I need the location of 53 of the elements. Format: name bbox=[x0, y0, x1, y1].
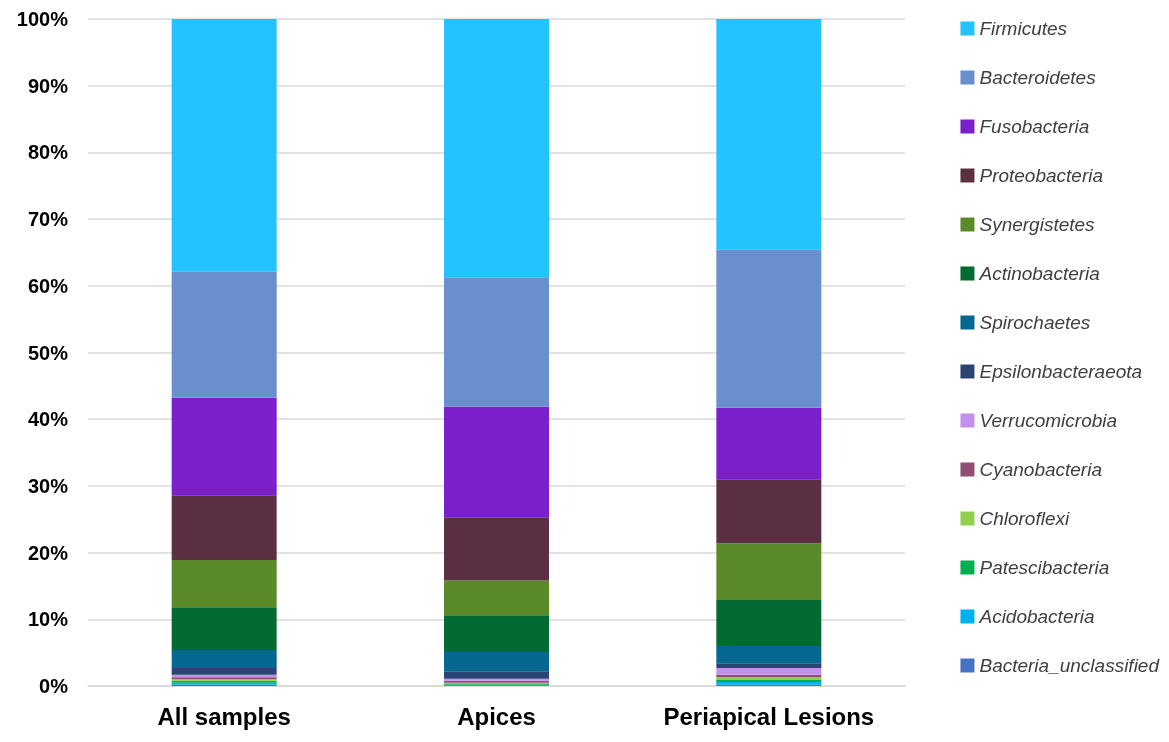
y-tick-label: 40% bbox=[27, 408, 69, 431]
legend-label: Verrucomicrobia bbox=[979, 410, 1118, 431]
bar bbox=[171, 649, 277, 668]
bar bbox=[171, 19, 277, 272]
bar bbox=[171, 559, 277, 608]
bar bbox=[716, 479, 822, 544]
y-tick-label: 90% bbox=[27, 74, 69, 97]
bar bbox=[444, 517, 549, 581]
y-tick-label: 20% bbox=[27, 541, 69, 564]
bar bbox=[716, 407, 822, 480]
y-tick-label: 100% bbox=[16, 8, 69, 30]
y-tick-label: 80% bbox=[27, 141, 69, 164]
bar bbox=[716, 663, 822, 668]
x-tick-label: Periapical Lesions bbox=[663, 702, 875, 730]
bar bbox=[171, 607, 277, 650]
y-tick-label: 60% bbox=[27, 274, 69, 297]
legend-label: Actinobacteria bbox=[978, 263, 1100, 284]
bar bbox=[444, 406, 549, 518]
y-tick-label: 0% bbox=[39, 675, 69, 697]
legend-label: Chloroflexi bbox=[979, 508, 1070, 529]
x-tick-label: Apices bbox=[457, 702, 536, 730]
y-tick-label: 70% bbox=[27, 208, 69, 231]
bar bbox=[444, 580, 549, 616]
bar bbox=[716, 667, 822, 675]
legend-label: Acidobacteria bbox=[978, 606, 1095, 627]
bar bbox=[444, 277, 549, 407]
bar bbox=[716, 599, 822, 646]
legend-label: Cyanobacteria bbox=[979, 459, 1102, 480]
y-tick-label: 10% bbox=[27, 608, 69, 631]
legend-label: Proteobacteria bbox=[979, 165, 1104, 186]
x-tick-label: All samples bbox=[157, 702, 291, 730]
bar bbox=[716, 19, 822, 250]
bar bbox=[444, 651, 549, 672]
legend-label: Synergistetes bbox=[979, 214, 1096, 235]
legend-label: Bacteroidetes bbox=[979, 67, 1097, 88]
bar bbox=[444, 671, 549, 679]
legend-label: Spirochaetes bbox=[979, 312, 1091, 333]
bar bbox=[716, 543, 822, 600]
y-tick-label: 30% bbox=[27, 474, 69, 497]
legend-label: Fusobacteria bbox=[979, 116, 1090, 137]
bar bbox=[444, 19, 549, 278]
legend-label: Patescibacteria bbox=[979, 557, 1110, 578]
bar bbox=[171, 495, 277, 560]
legend-label: Epsilonbacteraeota bbox=[979, 361, 1143, 382]
legend-label: Bacteria_unclassified bbox=[979, 655, 1161, 676]
legend-label: Firmicutes bbox=[979, 18, 1068, 39]
bar bbox=[171, 667, 277, 675]
bar bbox=[444, 615, 549, 652]
y-tick-label: 50% bbox=[27, 341, 69, 364]
bar bbox=[171, 397, 277, 496]
bar bbox=[716, 645, 822, 664]
bar bbox=[171, 271, 277, 398]
bar bbox=[716, 249, 822, 408]
